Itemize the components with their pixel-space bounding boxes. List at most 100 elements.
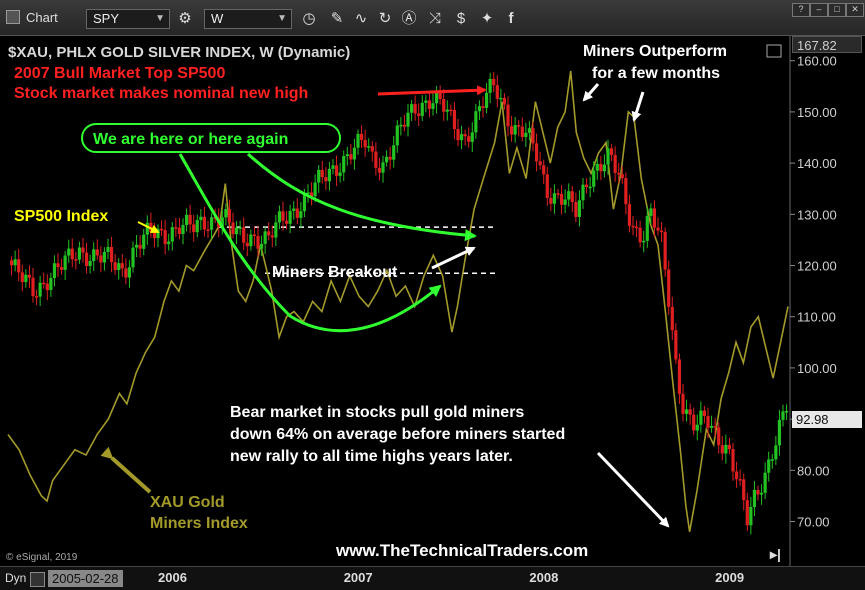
candle-body <box>513 125 517 135</box>
candle-body <box>517 125 521 127</box>
candle-body <box>731 449 735 472</box>
clock-icon[interactable]: ◷ <box>302 10 316 27</box>
help-icon[interactable]: ? <box>792 3 810 17</box>
candle-body <box>424 100 428 103</box>
candle-body <box>356 133 360 148</box>
candle-body <box>274 222 278 238</box>
scroll-end-icon[interactable]: ▸| <box>769 546 781 562</box>
candle-body <box>56 263 60 268</box>
candle-body <box>295 208 299 218</box>
candle-body <box>484 92 489 108</box>
candle-body <box>559 193 564 205</box>
candle-body <box>342 156 346 173</box>
candle-body <box>17 259 21 273</box>
cursor-date-label: 2005-02-28 <box>48 570 123 587</box>
price-chart[interactable]: 70.0080.0090.00100.00110.00120.00130.001… <box>0 36 865 566</box>
alert-icon[interactable]: Ⓐ <box>401 10 417 27</box>
candle-body <box>427 100 432 109</box>
bull-top-label: 2007 Bull Market Top SP500 <box>14 65 225 82</box>
candle-body <box>317 169 321 183</box>
chart-window-icon[interactable] <box>766 44 782 58</box>
y-axis-ticks: 70.0080.0090.00100.00110.00120.00130.001… <box>790 54 837 530</box>
candle-body <box>520 126 524 137</box>
chevron-down-icon[interactable]: ▼ <box>277 13 287 24</box>
wave-icon[interactable]: ∿ <box>354 10 368 27</box>
candle-body <box>556 193 560 195</box>
candle-body <box>617 172 621 175</box>
twitter-icon[interactable]: ✦ <box>480 10 494 27</box>
candle-body <box>781 411 785 420</box>
candle-body <box>599 163 603 172</box>
candle-body <box>42 282 46 285</box>
candle-body <box>431 103 435 109</box>
chart-title: $XAU, PHLX GOLD SILVER INDEX, W (Dynamic… <box>8 44 350 61</box>
sp500-candles <box>9 71 789 535</box>
plot-area[interactable] <box>0 36 790 566</box>
symbol-input[interactable]: SPY ▼ <box>86 9 170 29</box>
green-arrow-low <box>178 153 442 333</box>
candle-body <box>395 125 399 146</box>
candle-body <box>538 161 542 166</box>
candle-body <box>692 414 696 431</box>
share-icon[interactable]: ⤨ <box>428 10 441 27</box>
candle-body <box>77 247 82 260</box>
gear-icon[interactable]: ⚙ <box>178 10 192 27</box>
minimize-icon[interactable]: – <box>810 3 828 17</box>
candle-body <box>767 459 771 473</box>
candle-body <box>681 393 685 414</box>
candle-body <box>67 248 71 256</box>
candle-body <box>292 208 296 211</box>
refresh-icon[interactable]: ↻ <box>378 10 392 27</box>
candle-body <box>545 174 549 198</box>
candle-body <box>142 234 146 249</box>
close-icon[interactable]: ✕ <box>846 3 864 17</box>
candle-body <box>256 235 260 249</box>
pencil-icon[interactable]: ✎ <box>330 10 344 27</box>
candle-body <box>509 126 514 135</box>
candle-body <box>684 409 689 414</box>
mode-toggle-checkbox[interactable] <box>30 572 45 587</box>
candle-body <box>770 459 774 461</box>
xau-series-line <box>7 70 789 532</box>
facebook-icon[interactable]: f <box>508 10 514 27</box>
candle-body <box>442 98 446 112</box>
candle-body <box>592 170 596 187</box>
candle-body <box>284 220 289 224</box>
candle-body <box>188 214 192 225</box>
candle-body <box>709 426 714 428</box>
candle-body <box>717 427 721 446</box>
candle-body <box>652 208 657 228</box>
maximize-icon[interactable]: □ <box>828 3 846 17</box>
interval-select[interactable]: W ▼ <box>204 9 292 29</box>
candle-body <box>502 97 507 105</box>
candle-body <box>620 174 624 179</box>
candle-body <box>784 411 789 413</box>
candle-body <box>27 274 32 278</box>
candle-body <box>224 209 228 218</box>
dollar-icon[interactable]: $ <box>456 10 466 27</box>
candle-body <box>420 102 424 116</box>
candle-body <box>702 410 707 417</box>
candle-body <box>263 231 267 244</box>
candle-body <box>99 255 103 263</box>
candle-body <box>70 248 74 260</box>
candle-body <box>595 163 599 171</box>
candle-body <box>367 146 371 148</box>
outperform-arrow-2 <box>631 91 645 122</box>
candle-body <box>306 192 310 194</box>
candle-body <box>20 272 24 283</box>
chevron-down-icon[interactable]: ▼ <box>155 13 165 24</box>
candle-body <box>199 216 203 221</box>
candle-body <box>584 184 589 188</box>
candle-body <box>752 489 757 508</box>
candle-body <box>409 104 414 113</box>
copyright-label: © eSignal, 2019 <box>6 552 78 563</box>
candle-body <box>24 274 28 283</box>
candle-body <box>34 296 39 298</box>
website-label: www.TheTechnicalTraders.com <box>335 541 588 560</box>
candle-body <box>456 129 460 141</box>
candle-body <box>252 234 257 237</box>
green-arrow-high <box>246 152 477 242</box>
candle-body <box>88 260 92 266</box>
candle-body <box>606 148 610 165</box>
